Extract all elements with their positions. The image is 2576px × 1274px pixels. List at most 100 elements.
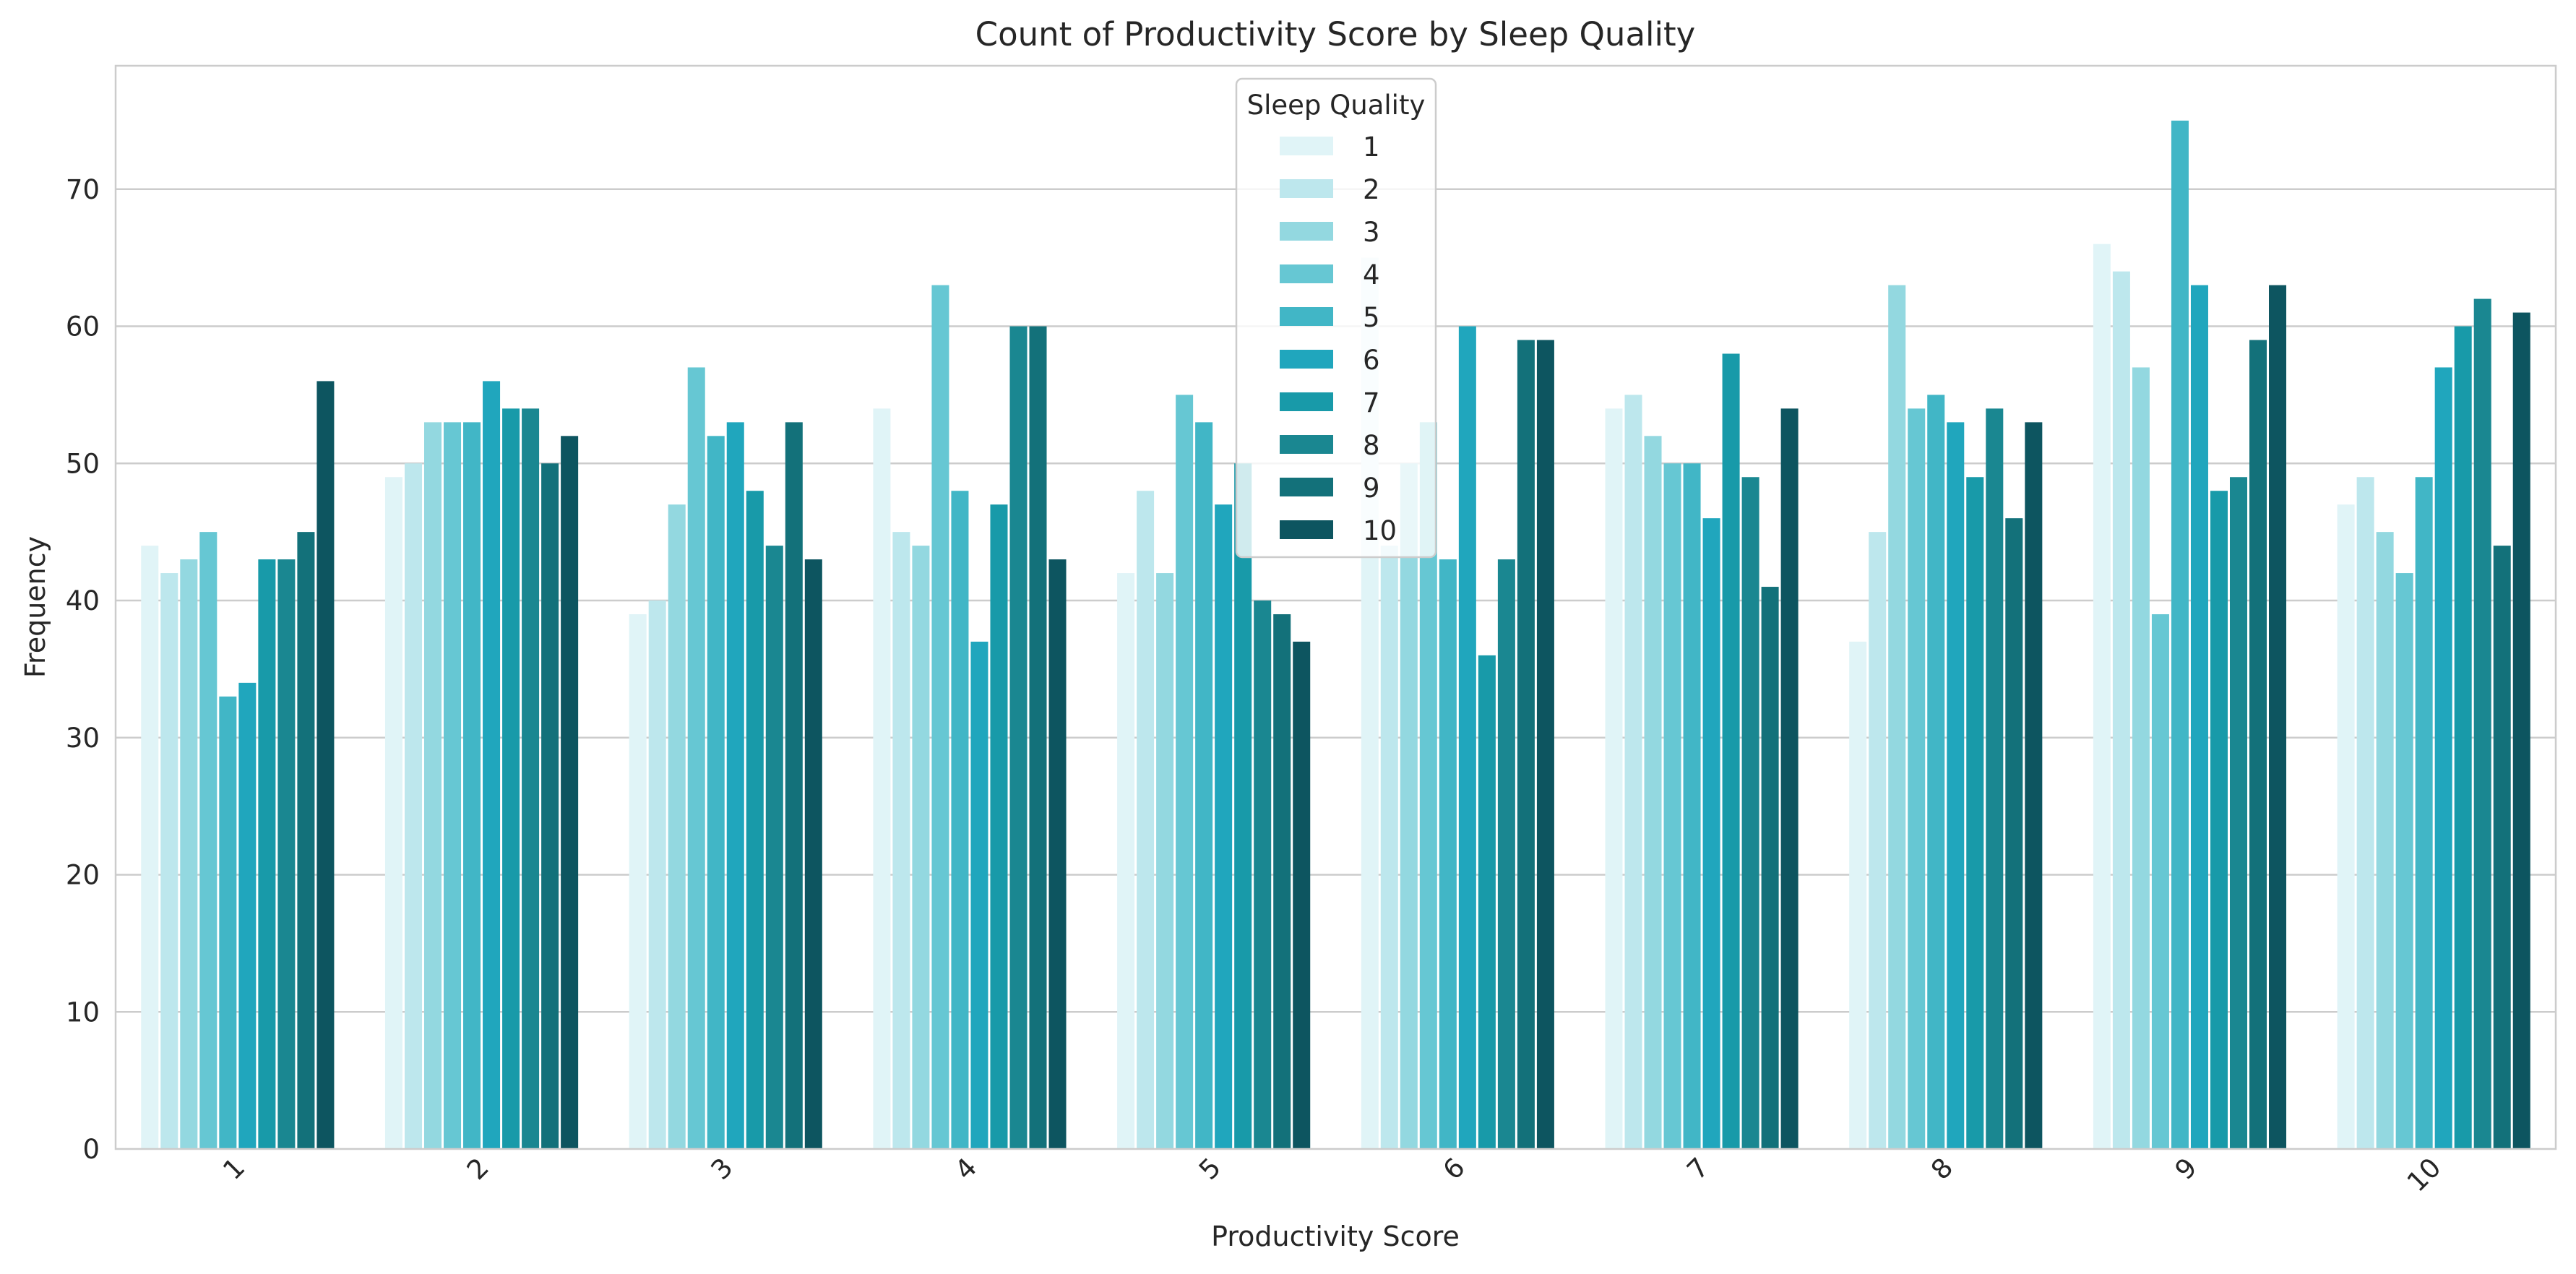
- bar-score-7-sleep-8: [1741, 477, 1759, 1149]
- bar-score-10-sleep-5: [2415, 477, 2433, 1149]
- bar-score-10-sleep-4: [2395, 573, 2413, 1149]
- y-tick-label-20: 20: [66, 860, 100, 891]
- bar-score-2-sleep-10: [561, 436, 579, 1149]
- bar-score-8-sleep-8: [1986, 408, 2004, 1149]
- bar-score-8-sleep-7: [1966, 477, 1984, 1149]
- bar-score-2-sleep-7: [502, 408, 520, 1149]
- bar-score-8-sleep-3: [1888, 285, 1906, 1149]
- y-tick-label-70: 70: [66, 174, 100, 205]
- bar-score-4-sleep-6: [970, 641, 988, 1149]
- x-tick-label-1: 1: [217, 1152, 251, 1186]
- bar-score-10-sleep-10: [2512, 312, 2530, 1149]
- legend-title: Sleep Quality: [1247, 90, 1426, 121]
- plot-frame: [114, 64, 2557, 1150]
- bar-score-5-sleep-1: [1117, 573, 1135, 1149]
- bar-score-9-sleep-10: [2269, 285, 2287, 1149]
- bar-score-10-sleep-7: [2454, 326, 2472, 1149]
- x-tick-label-10: 10: [2401, 1152, 2447, 1198]
- bar-score-5-sleep-8: [1254, 601, 1272, 1149]
- bar-score-5-sleep-9: [1273, 614, 1291, 1149]
- bar-score-9-sleep-1: [2093, 244, 2111, 1149]
- bar-score-4-sleep-5: [951, 491, 969, 1149]
- bar-score-7-sleep-5: [1683, 463, 1701, 1149]
- bar-score-9-sleep-6: [2190, 285, 2208, 1149]
- legend-swatch-7: [1280, 392, 1333, 411]
- x-axis-label: Productivity Score: [1211, 1221, 1460, 1252]
- bar-score-4-sleep-2: [892, 532, 910, 1149]
- bar-score-8-sleep-1: [1849, 641, 1867, 1149]
- bar-score-2-sleep-2: [404, 463, 423, 1149]
- bar-score-7-sleep-10: [1780, 408, 1799, 1149]
- y-tick-label-30: 30: [66, 723, 100, 754]
- bar-score-1-sleep-4: [199, 532, 217, 1149]
- bar-score-2-sleep-6: [483, 381, 501, 1149]
- bar-score-10-sleep-6: [2434, 367, 2452, 1150]
- legend-label-7: 7: [1363, 387, 1380, 418]
- bar-score-2-sleep-4: [444, 422, 462, 1149]
- bar-score-4-sleep-4: [931, 285, 949, 1149]
- legend-swatch-6: [1280, 350, 1333, 369]
- bars: [141, 120, 2530, 1150]
- bar-score-1-sleep-3: [180, 559, 198, 1149]
- bar-score-5-sleep-4: [1176, 395, 1194, 1150]
- bar-score-4-sleep-3: [912, 546, 930, 1149]
- bar-score-10-sleep-2: [2356, 477, 2374, 1149]
- legend-swatch-3: [1280, 222, 1333, 241]
- bar-score-3-sleep-10: [804, 559, 822, 1149]
- bar-score-5-sleep-5: [1195, 422, 1213, 1149]
- bar-score-3-sleep-7: [746, 491, 764, 1149]
- bar-score-8-sleep-5: [1927, 395, 1945, 1150]
- y-tick-label-40: 40: [66, 585, 100, 616]
- bar-score-1-sleep-9: [297, 532, 315, 1149]
- bar-score-7-sleep-4: [1663, 463, 1681, 1149]
- bar-score-10-sleep-9: [2493, 546, 2511, 1149]
- legend-items: 1 2 3 4 5 6 7 8 9 10: [1280, 132, 1397, 546]
- bar-score-9-sleep-2: [2112, 271, 2130, 1149]
- bar-score-1-sleep-5: [219, 696, 237, 1149]
- legend-label-5: 5: [1363, 302, 1380, 333]
- bar-score-8-sleep-9: [2005, 518, 2023, 1149]
- bar-score-9-sleep-9: [2249, 340, 2267, 1150]
- bar-score-3-sleep-5: [707, 436, 725, 1149]
- bar-score-4-sleep-1: [873, 408, 891, 1149]
- x-tick-label-6: 6: [1437, 1152, 1471, 1186]
- bar-score-1-sleep-8: [277, 559, 296, 1149]
- bar-score-10-sleep-1: [2337, 504, 2355, 1149]
- legend-swatch-5: [1280, 307, 1333, 326]
- bar-score-6-sleep-8: [1497, 559, 1515, 1149]
- bar-score-1-sleep-10: [316, 381, 335, 1149]
- bar-score-4-sleep-8: [1009, 326, 1028, 1149]
- bar-score-7-sleep-6: [1702, 518, 1720, 1149]
- bar-score-5-sleep-3: [1156, 573, 1174, 1149]
- bar-score-6-sleep-7: [1478, 655, 1496, 1149]
- bar-score-6-sleep-6: [1458, 326, 1476, 1149]
- legend-swatch-10: [1280, 520, 1333, 539]
- x-tick-label-4: 4: [949, 1152, 983, 1186]
- x-tick-label-5: 5: [1193, 1152, 1227, 1186]
- bar-score-8-sleep-6: [1947, 422, 1965, 1149]
- bar-score-4-sleep-10: [1048, 559, 1067, 1149]
- bar-score-7-sleep-9: [1761, 587, 1779, 1149]
- bar-score-3-sleep-3: [668, 504, 686, 1149]
- bar-score-3-sleep-8: [765, 546, 783, 1149]
- bar-score-8-sleep-2: [1869, 532, 1887, 1149]
- bar-score-9-sleep-4: [2151, 614, 2169, 1149]
- y-tick-label-10: 10: [66, 997, 100, 1028]
- legend-swatch-2: [1280, 179, 1333, 198]
- bar-score-10-sleep-8: [2473, 298, 2491, 1150]
- bar-score-2-sleep-3: [424, 422, 442, 1149]
- bar-score-7-sleep-2: [1624, 395, 1642, 1150]
- legend-label-6: 6: [1363, 345, 1380, 376]
- bar-score-7-sleep-7: [1722, 353, 1740, 1149]
- bar-score-9-sleep-8: [2229, 477, 2247, 1149]
- legend-swatch-9: [1280, 478, 1333, 496]
- bar-score-9-sleep-5: [2171, 120, 2189, 1150]
- bar-score-4-sleep-7: [990, 504, 1008, 1149]
- x-tick-label-8: 8: [1925, 1152, 1959, 1186]
- bar-score-4-sleep-9: [1029, 326, 1047, 1149]
- bar-score-1-sleep-7: [258, 559, 276, 1149]
- bar-score-5-sleep-6: [1215, 504, 1233, 1149]
- bar-score-3-sleep-9: [785, 422, 803, 1149]
- y-axis-ticks: 0 10 20 30 40 50 60 70: [66, 174, 100, 1165]
